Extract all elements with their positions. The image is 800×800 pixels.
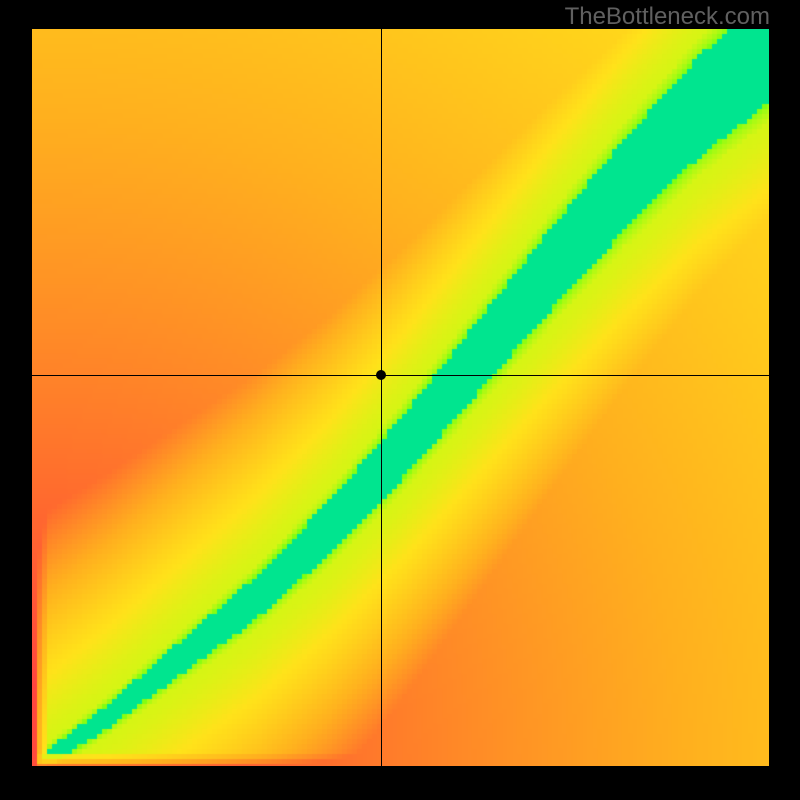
heatmap-canvas bbox=[32, 29, 769, 766]
chart-frame: TheBottleneck.com bbox=[0, 0, 800, 800]
crosshair-horizontal bbox=[32, 375, 769, 376]
watermark-text: TheBottleneck.com bbox=[565, 3, 770, 31]
plot-area bbox=[32, 29, 769, 766]
crosshair-vertical bbox=[381, 29, 382, 766]
